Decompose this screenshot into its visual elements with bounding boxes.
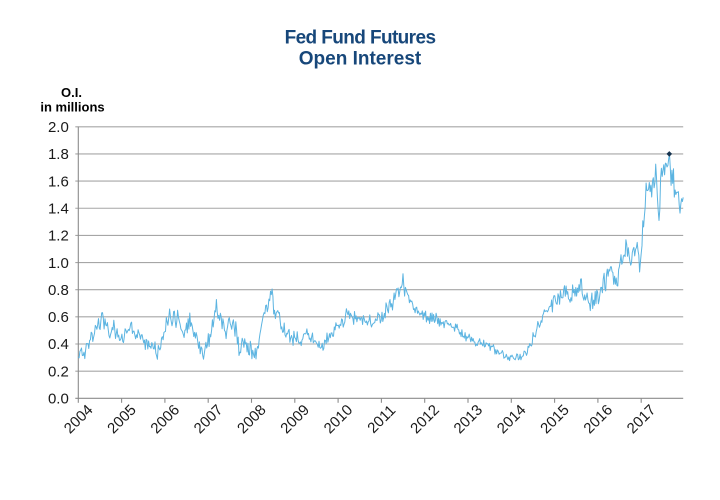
svg-text:0.0: 0.0 (48, 391, 69, 408)
svg-text:Fed Fund Futures: Fed Fund Futures (285, 28, 436, 49)
svg-text:1.4: 1.4 (48, 200, 69, 217)
svg-text:0.2: 0.2 (48, 363, 69, 380)
svg-text:2.0: 2.0 (48, 119, 69, 136)
svg-text:1.6: 1.6 (48, 173, 69, 190)
svg-text:1.8: 1.8 (48, 146, 69, 163)
svg-text:0.8: 0.8 (48, 282, 69, 299)
svg-text:0.4: 0.4 (48, 336, 69, 353)
svg-text:in millions: in millions (40, 100, 104, 115)
svg-text:O.I.: O.I. (61, 85, 82, 100)
svg-text:1.2: 1.2 (48, 228, 69, 245)
svg-text:Open Interest: Open Interest (299, 49, 422, 70)
svg-text:1.0: 1.0 (48, 255, 69, 272)
svg-text:0.6: 0.6 (48, 309, 69, 326)
